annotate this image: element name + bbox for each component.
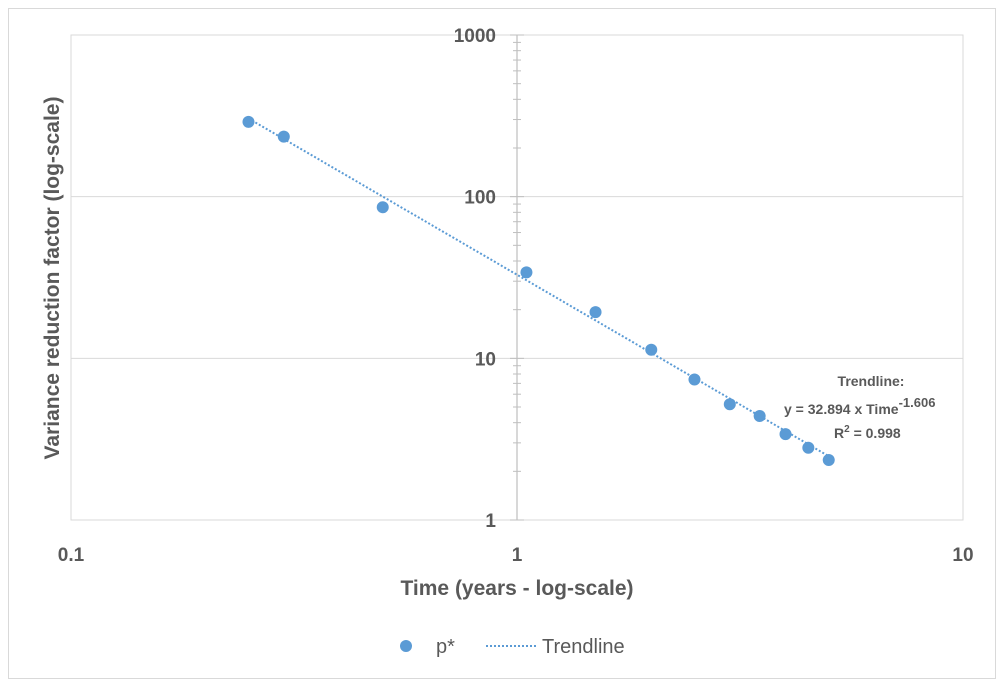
data-point — [376, 201, 389, 214]
data-points — [242, 115, 835, 467]
annotation-r-power: 2 — [844, 424, 850, 435]
y-tick-label: 100 — [464, 188, 496, 209]
x-tick-label: 0.1 — [58, 545, 85, 566]
legend-marker-p-star — [400, 640, 412, 652]
trendline — [247, 117, 830, 458]
x-tick-label: 1 — [512, 545, 523, 566]
data-point — [802, 441, 815, 454]
data-point — [822, 454, 835, 467]
data-point — [645, 343, 658, 356]
annotation-r-squared: R2 = 0.998 — [834, 424, 901, 441]
x-axis-title: Time (years - log-scale) — [400, 577, 633, 600]
legend: p* Trendline — [400, 636, 625, 658]
chart-frame — [8, 8, 996, 679]
data-point — [520, 266, 533, 279]
y-tick-label: 1000 — [454, 26, 496, 47]
y-tick-label: 10 — [475, 349, 496, 370]
y-tick-labels: 1 10 100 1000 — [454, 26, 497, 532]
annotation-equation-base: y = 32.894 x Time — [784, 401, 899, 417]
trendline-layer — [247, 117, 830, 458]
x-tick-label: 10 — [952, 545, 973, 566]
trendline-annotation: Trendline: y = 32.894 x Time-1.606 R2 = … — [784, 373, 935, 441]
annotation-title: Trendline: — [838, 373, 905, 389]
data-point — [688, 373, 701, 386]
axes — [510, 34, 524, 521]
data-point — [242, 115, 255, 128]
data-point — [723, 398, 736, 411]
annotation-equation: y = 32.894 x Time-1.606 — [784, 395, 935, 417]
data-point — [779, 428, 792, 441]
data-point — [589, 306, 602, 319]
data-point — [753, 409, 766, 422]
annotation-r-value: = 0.998 — [850, 425, 901, 441]
x-tick-labels: 0.1 1 10 — [58, 545, 974, 566]
annotation-r-label: R — [834, 425, 844, 441]
data-point — [277, 130, 290, 143]
y-tick-label: 1 — [485, 511, 496, 532]
legend-label-p-star: p* — [436, 636, 455, 658]
annotation-equation-exponent: -1.606 — [899, 395, 936, 410]
y-axis-title: Variance reduction factor (log-scale) — [41, 97, 64, 460]
legend-label-trendline: Trendline — [542, 636, 625, 658]
